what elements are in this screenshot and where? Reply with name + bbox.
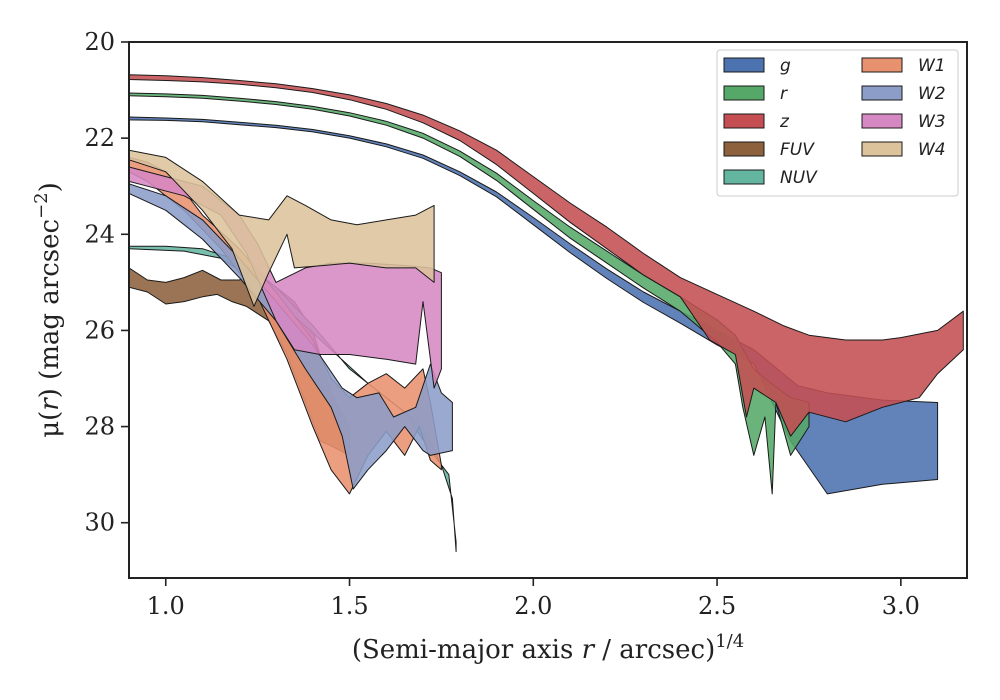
legend-swatch-w4 xyxy=(861,141,903,157)
legend: grz FUV NUV W1 W2 W3 W4 xyxy=(716,49,959,197)
x-tick-label: 2.5 xyxy=(698,592,736,620)
y-tick-label: 20 xyxy=(84,28,115,56)
x-tick-label: 3.0 xyxy=(882,592,920,620)
y-tick-label: 22 xyxy=(84,124,115,152)
legend-swatch-fuv xyxy=(723,141,765,157)
legend-swatch-z xyxy=(723,113,765,129)
profile-bands xyxy=(129,74,964,553)
x-tick-label: 1.0 xyxy=(147,592,185,620)
band-g xyxy=(129,116,939,495)
y-tick-label: 26 xyxy=(84,316,115,344)
legend-label-g: g xyxy=(780,56,791,76)
legend-label-r: r xyxy=(780,84,788,104)
legend-label-w4: W4 xyxy=(918,140,946,160)
legend-swatch-g xyxy=(723,57,765,73)
x-axis: 1.0 1.5 2.0 2.5 3.0 xyxy=(147,578,920,620)
band-r xyxy=(129,92,810,495)
legend-label-z: z xyxy=(779,112,790,132)
x-tick-label: 1.5 xyxy=(330,592,368,620)
legend-swatch-r xyxy=(723,85,765,101)
x-axis-title: (Semi-major axis r / arcsec)1/4 xyxy=(352,631,744,665)
legend-label-fuv: FUV xyxy=(780,140,815,160)
y-axis: 20 22 24 26 28 30 xyxy=(84,28,129,537)
plot-frame xyxy=(128,41,968,579)
band-z xyxy=(129,74,964,437)
legend-swatch-w2 xyxy=(861,85,903,101)
legend-swatch-nuv xyxy=(723,169,765,185)
legend-label-w3: W3 xyxy=(918,112,946,132)
y-tick-label: 24 xyxy=(84,220,115,248)
y-tick-label: 30 xyxy=(84,509,115,537)
legend-swatch-w1 xyxy=(861,57,903,73)
y-tick-label: 28 xyxy=(84,413,115,441)
legend-label-nuv: NUV xyxy=(780,168,818,188)
x-tick-label: 2.0 xyxy=(514,592,552,620)
legend-label-w2: W2 xyxy=(918,84,946,104)
legend-swatch-w3 xyxy=(861,113,903,129)
y-axis-title: μ(r) (mag arcsec−2) xyxy=(31,182,65,438)
band-w4 xyxy=(129,149,435,307)
legend-label-w1: W1 xyxy=(918,56,946,76)
